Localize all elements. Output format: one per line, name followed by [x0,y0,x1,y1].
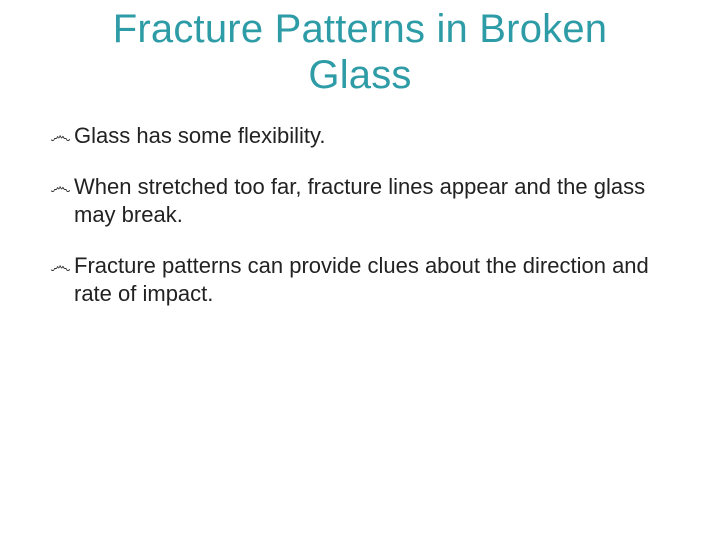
slide: Fracture Patterns in Broken Glass ෴ Glas… [0,0,720,540]
bullet-icon: ෴ [50,252,74,281]
list-item: ෴ Fracture patterns can provide clues ab… [50,252,670,309]
list-item: ෴ Glass has some flexibility. [50,122,670,151]
slide-body: ෴ Glass has some flexibility. ෴ When str… [0,98,720,309]
list-item: ෴ When stretched too far, fracture lines… [50,173,670,230]
bullet-text: Fracture patterns can provide clues abou… [74,252,670,309]
bullet-icon: ෴ [50,173,74,202]
bullet-text: When stretched too far, fracture lines a… [74,173,670,230]
bullet-icon: ෴ [50,122,74,151]
slide-title: Fracture Patterns in Broken Glass [0,0,720,98]
bullet-text: Glass has some flexibility. [74,122,670,151]
